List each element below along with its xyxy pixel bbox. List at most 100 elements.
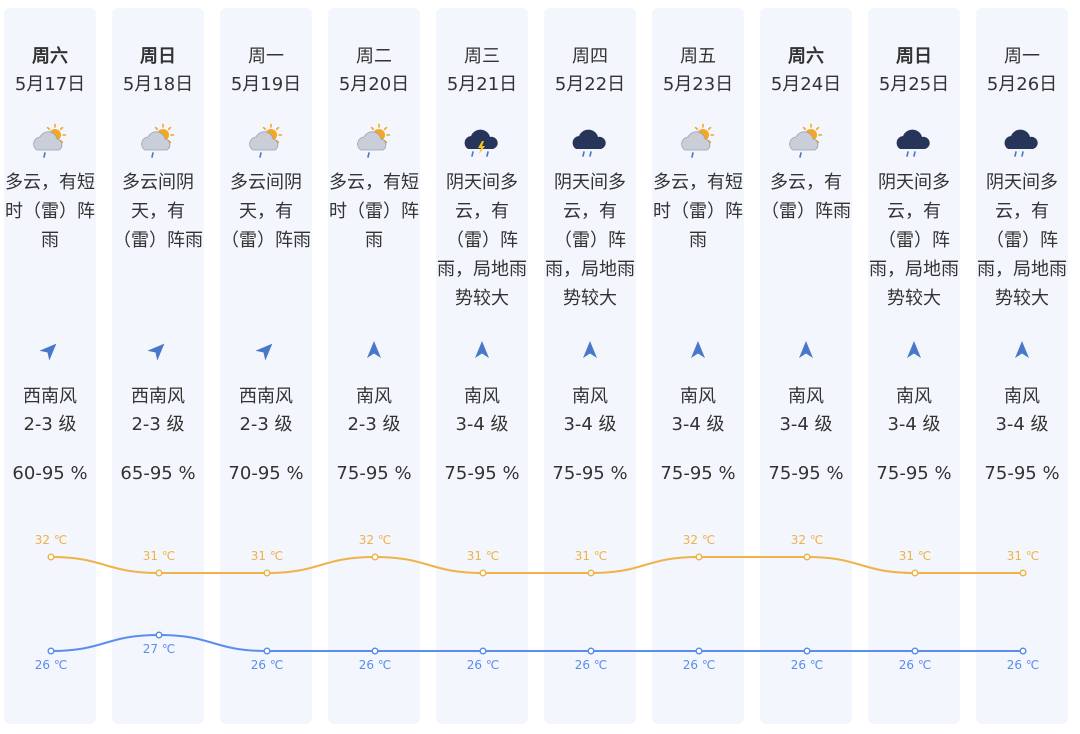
day-of-week: 周日	[140, 46, 176, 67]
low-temperature-point	[695, 647, 703, 655]
cloudy-sun-rain-icon	[112, 122, 204, 162]
low-temperature-point	[47, 647, 55, 655]
forecast-date: 5月18日	[122, 74, 194, 95]
low-temperature-point	[155, 631, 163, 639]
high-temperature-label: 31 ℃	[575, 549, 608, 563]
forecast-date: 5月22日	[554, 74, 626, 95]
humidity: 75-95 %	[768, 463, 844, 484]
low-temperature-label: 26 ℃	[899, 658, 932, 672]
cloudy-sun-rain-icon	[760, 122, 852, 162]
day-of-week: 周一	[248, 46, 284, 67]
cloudy-sun-rain-icon	[652, 122, 744, 162]
weather-condition: 阴天间多 云，有 （雷）阵 雨，局地雨 势较大	[545, 172, 635, 309]
wind-level: 3-4 级	[779, 414, 833, 435]
south-arrow-icon	[868, 338, 960, 364]
south-arrow-icon	[760, 338, 852, 364]
south-arrow-icon	[652, 338, 744, 364]
wind-direction: 南风	[572, 386, 608, 407]
low-temperature-point	[479, 647, 487, 655]
low-temperature-label: 26 ℃	[683, 658, 716, 672]
forecast-day-column: 周一 5月26日 阴天间多 云，有 （雷）阵 雨，局地雨 势较大 南风 3-4 级 75-95 %	[976, 8, 1068, 724]
dark-rain-cloud-icon	[976, 122, 1068, 162]
wind-direction: 西南风	[131, 386, 185, 407]
day-of-week: 周一	[1004, 46, 1040, 67]
humidity: 75-95 %	[552, 463, 628, 484]
humidity: 75-95 %	[876, 463, 952, 484]
low-temperature-point	[911, 647, 919, 655]
forecast-date: 5月23日	[662, 74, 734, 95]
weather-condition: 多云间阴 天，有 （雷）阵雨	[221, 172, 311, 251]
low-temperature-label: 27 ℃	[143, 642, 176, 656]
high-temperature-label: 31 ℃	[251, 549, 284, 563]
low-temperature-label: 26 ℃	[35, 658, 68, 672]
forecast-day-column: 周五 5月23日 多云，有短 时（雷）阵雨南风 3-4 级 75-95 %	[652, 8, 744, 724]
low-temperature-point	[587, 647, 595, 655]
high-temperature-point	[803, 553, 811, 561]
wind-level: 2-3 级	[239, 414, 293, 435]
cloudy-sun-rain-icon	[220, 122, 312, 162]
wind-direction: 南风	[356, 386, 392, 407]
weather-condition: 阴天间多 云，有 （雷）阵 雨，局地雨 势较大	[869, 172, 959, 309]
low-temperature-point	[803, 647, 811, 655]
wind-direction: 西南风	[239, 386, 293, 407]
high-temperature-point	[47, 553, 55, 561]
wind-direction: 南风	[464, 386, 500, 407]
day-of-week: 周三	[464, 46, 500, 67]
high-temperature-line	[50, 555, 1023, 574]
low-temperature-label: 26 ℃	[791, 658, 824, 672]
humidity: 75-95 %	[984, 463, 1060, 484]
low-temperature-point	[1019, 647, 1027, 655]
humidity: 75-95 %	[660, 463, 736, 484]
low-temperature-label: 26 ℃	[251, 658, 284, 672]
high-temperature-label: 31 ℃	[467, 549, 500, 563]
dark-rain-cloud-icon	[868, 122, 960, 162]
wind-direction: 南风	[896, 386, 932, 407]
wind-direction: 南风	[680, 386, 716, 407]
cloudy-sun-rain-icon	[328, 122, 420, 162]
weather-condition: 阴天间多 云，有 （雷）阵 雨，局地雨 势较大	[437, 172, 527, 309]
high-temperature-point	[371, 553, 379, 561]
wind-level: 3-4 级	[563, 414, 617, 435]
weather-condition: 阴天间多 云，有 （雷）阵 雨，局地雨 势较大	[977, 172, 1067, 309]
wind-direction: 南风	[788, 386, 824, 407]
wind-level: 2-3 级	[23, 414, 77, 435]
high-temperature-point	[587, 569, 595, 577]
high-temperature-label: 32 ℃	[359, 533, 392, 547]
thunderstorm-cloud-icon	[436, 122, 528, 162]
wind-direction: 南风	[1004, 386, 1040, 407]
humidity: 70-95 %	[228, 463, 304, 484]
high-temperature-point	[155, 569, 163, 577]
wind-level: 3-4 级	[995, 414, 1049, 435]
forecast-day-column: 周四 5月22日阴天间多 云，有 （雷）阵 雨，局地雨 势较大南风 3-4 级 75-95 %	[544, 8, 636, 724]
high-temperature-label: 32 ℃	[35, 533, 68, 547]
high-temperature-point	[1019, 569, 1027, 577]
low-temperature-point	[371, 647, 379, 655]
forecast-date: 5月20日	[338, 74, 410, 95]
high-temperature-label: 32 ℃	[791, 533, 824, 547]
wind-level: 3-4 级	[455, 414, 509, 435]
weather-condition: 多云间阴 天，有 （雷）阵雨	[113, 172, 203, 251]
cloudy-sun-rain-icon	[4, 122, 96, 162]
low-temperature-label: 26 ℃	[359, 658, 392, 672]
forecast-date: 5月25日	[878, 74, 950, 95]
high-temperature-label: 32 ℃	[683, 533, 716, 547]
wind-level: 2-3 级	[347, 414, 401, 435]
high-temperature-label: 31 ℃	[143, 549, 176, 563]
south-arrow-icon	[544, 338, 636, 364]
forecast-day-column: 周三 5月21日 阴天间多 云，有 （雷）阵 雨，局地雨 势较大 南风 3-4 级 75-95 %	[436, 8, 528, 724]
forecast-date: 5月17日	[14, 74, 86, 95]
humidity: 75-95 %	[336, 463, 412, 484]
wind-level: 3-4 级	[671, 414, 725, 435]
weather-condition: 多云，有短 时（雷）阵雨	[5, 172, 95, 251]
low-temperature-label: 26 ℃	[1007, 658, 1040, 672]
south-arrow-icon	[436, 338, 528, 364]
southwest-arrow-icon	[4, 338, 96, 364]
low-temperature-label: 26 ℃	[575, 658, 608, 672]
day-of-week: 周四	[572, 46, 608, 67]
forecast-day-column: 周六 5月17日 多云，有短 时（雷）阵雨西南风 2-3 级 60-95 %	[4, 8, 96, 724]
humidity: 75-95 %	[444, 463, 520, 484]
day-of-week: 周六	[32, 46, 68, 67]
forecast-day-column: 周一 5月19日 多云间阴 天，有 （雷）阵雨 西南风 2-3 级 70-95 %	[220, 8, 312, 724]
southwest-arrow-icon	[220, 338, 312, 364]
